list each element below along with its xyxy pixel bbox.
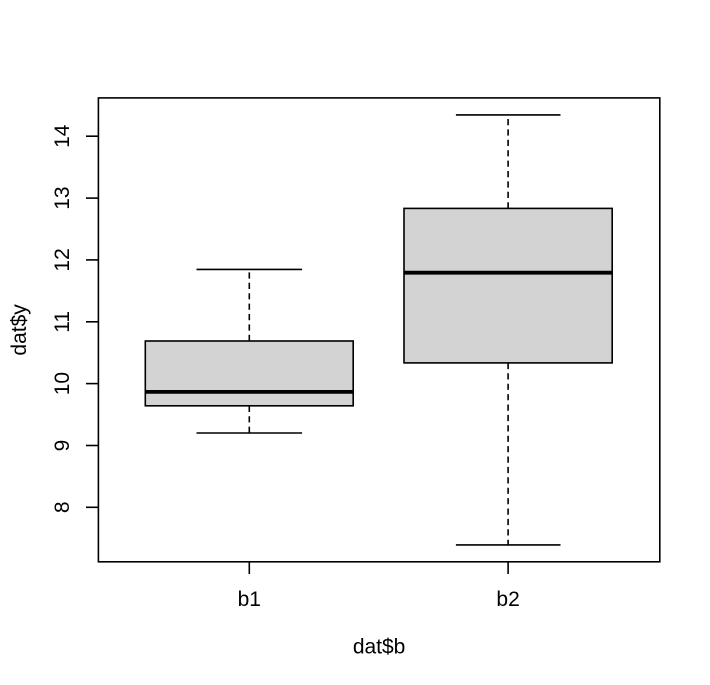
svg-text:9: 9 (51, 440, 74, 452)
svg-text:8: 8 (51, 501, 74, 513)
svg-text:b2: b2 (496, 588, 519, 611)
svg-text:11: 11 (51, 311, 74, 333)
svg-text:b1: b1 (238, 588, 261, 611)
svg-text:10: 10 (51, 372, 74, 395)
svg-text:14: 14 (51, 124, 74, 148)
svg-text:13: 13 (51, 186, 74, 209)
svg-text:dat$y: dat$y (8, 304, 31, 356)
svg-text:12: 12 (51, 248, 74, 271)
svg-text:dat$b: dat$b (353, 636, 406, 659)
